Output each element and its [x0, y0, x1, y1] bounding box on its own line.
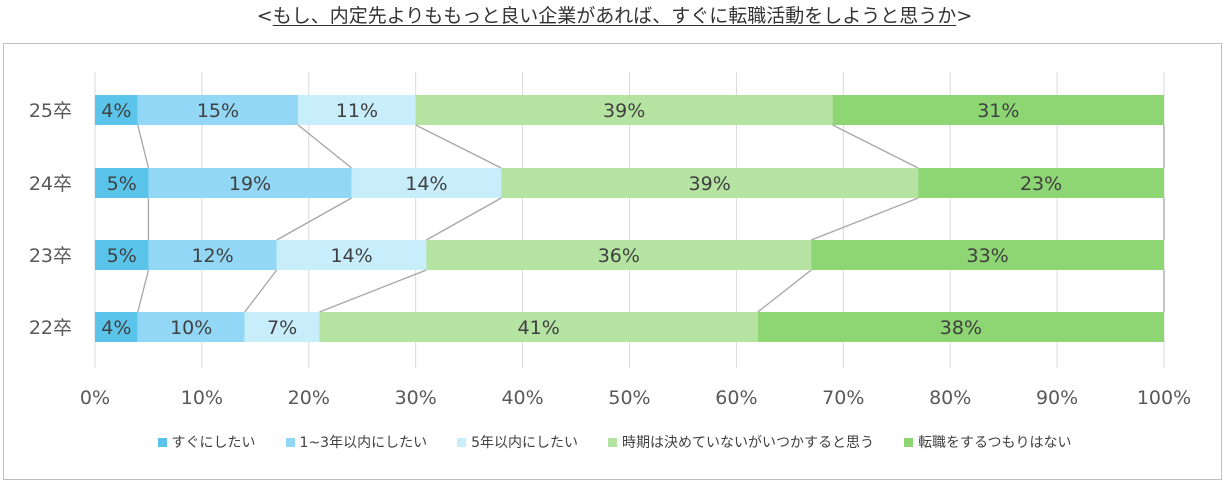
bar-segment [415, 95, 833, 125]
data-label: 11% [336, 100, 378, 122]
series-line [415, 124, 502, 169]
bar-segment [244, 312, 320, 342]
data-label: 19% [229, 173, 271, 195]
x-tick-label: 40% [501, 387, 543, 409]
series-line [297, 124, 352, 169]
legend-item: すぐにしたい [157, 432, 256, 452]
data-label: 33% [966, 245, 1008, 267]
bar-segment [298, 95, 416, 125]
category-label: 22卒 [29, 317, 72, 339]
legend-label: すぐにしたい [171, 435, 256, 451]
bar-segment [426, 240, 812, 270]
data-label: 38% [940, 317, 982, 339]
series-line [319, 269, 427, 313]
x-tick-label: 90% [1036, 387, 1078, 409]
legend-swatch [457, 437, 467, 447]
data-label: 41% [518, 317, 560, 339]
chart-frame [3, 43, 1222, 480]
bar-segment [319, 312, 758, 342]
data-label: 31% [977, 100, 1019, 122]
bar-segment [148, 240, 277, 270]
legend-swatch [608, 437, 617, 447]
x-tick-label: 60% [715, 387, 757, 409]
series-line [244, 269, 278, 313]
x-tick-label: 50% [608, 387, 650, 409]
bar-segment [918, 168, 1164, 198]
legend-swatch [285, 437, 295, 447]
legend-label: 転職をするつもりはない [918, 435, 1072, 451]
x-tick-label: 80% [929, 387, 971, 409]
data-label: 5% [107, 173, 137, 195]
bar-segment [811, 240, 1164, 270]
data-label: 36% [598, 245, 640, 267]
series-line [137, 124, 150, 169]
title-open-bracket: < [256, 5, 273, 27]
bar-segment [95, 168, 149, 198]
series-line [276, 197, 352, 241]
legend-label: 5年以内にしたい [471, 435, 578, 451]
data-label: 39% [689, 173, 731, 195]
x-tick-label: 10% [181, 387, 223, 409]
series-line [757, 269, 812, 313]
bar-segment [137, 312, 245, 342]
legend-item: 5年以内にしたい [457, 432, 578, 452]
legend-swatch [157, 437, 167, 447]
data-label: 10% [170, 317, 212, 339]
data-label: 7% [267, 317, 297, 339]
category-label: 25卒 [29, 100, 72, 122]
bar-segment [276, 240, 427, 270]
bar-segment [95, 240, 149, 270]
category-label: 24卒 [29, 173, 72, 195]
category-label: 23卒 [29, 245, 72, 267]
legend-label: 時期は決めていないがいつかすると思う [622, 435, 874, 451]
x-tick-label: 30% [395, 387, 437, 409]
x-tick-label: 70% [822, 387, 864, 409]
data-label: 14% [405, 173, 447, 195]
bar-segment [148, 168, 352, 198]
data-label: 15% [197, 100, 239, 122]
title-text: もし、内定先よりももっと良い企業があれば、すぐに転職活動をしようと思うか [272, 5, 957, 27]
title-close-bracket: > [956, 5, 973, 27]
legend-item: 時期は決めていないがいつかすると思う [608, 432, 874, 452]
bar-segment [137, 95, 299, 125]
x-tick-label: 0% [80, 387, 110, 409]
data-label: 14% [330, 245, 372, 267]
x-tick-label: 20% [288, 387, 330, 409]
data-label: 5% [107, 245, 137, 267]
series-line [426, 197, 502, 241]
x-tick-label: 100% [1137, 387, 1191, 409]
series-line [832, 124, 919, 169]
chart-title: <もし、内定先よりももっと良い企業があれば、すぐに転職活動をしようと思うか> [0, 3, 1229, 29]
bar-segment [832, 95, 1164, 125]
data-label: 39% [603, 100, 645, 122]
data-label: 23% [1020, 173, 1062, 195]
data-label: 4% [101, 100, 131, 122]
bar-segment [501, 168, 919, 198]
bar-segment [95, 95, 138, 125]
legend-item: 1~3年以内にしたい [285, 432, 428, 452]
bar-segment [351, 168, 502, 198]
legend: すぐにしたい 1~3年以内にしたい 5年以内にしたい 時期は決めていないがいつかすると… [0, 432, 1229, 452]
data-label: 4% [101, 317, 131, 339]
data-label: 12% [191, 245, 233, 267]
bar-segment [757, 312, 1164, 342]
legend-swatch [904, 437, 913, 447]
series-line [137, 269, 150, 313]
legend-label: 1~3年以内にしたい [299, 435, 428, 451]
bar-segment [95, 312, 138, 342]
legend-item: 転職をするつもりはない [904, 432, 1071, 452]
series-line [810, 197, 919, 241]
